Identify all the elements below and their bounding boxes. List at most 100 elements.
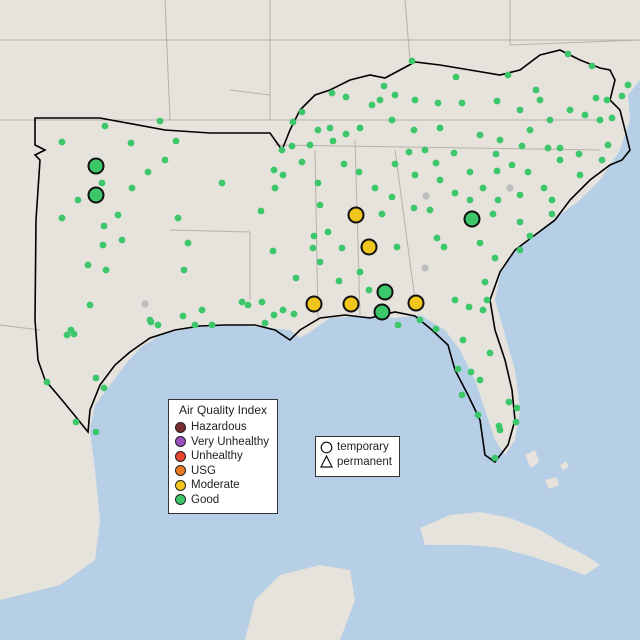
monitor-point [512,418,520,426]
monitor-point [608,114,616,122]
monitor-point [524,168,532,176]
site-marker[interactable] [87,157,105,175]
monitor-point [172,137,180,145]
monitor-point [465,303,473,311]
monitor-point [84,261,92,269]
inactive-monitor-point [421,264,429,272]
legend-item-usg: USG [175,464,271,479]
monitor-point [483,296,491,304]
monitor-point [146,316,154,324]
monitor-point [432,325,440,333]
monitor-point [316,258,324,266]
monitor-point [292,274,300,282]
legend-swatch [175,436,186,448]
monitor-point [450,149,458,157]
monitor-point [592,94,600,102]
monitor-point [161,156,169,164]
monitor-point [486,349,494,357]
triangle-icon [320,455,333,468]
legend-swatch [175,479,186,491]
legend-item-very-unhealthy: Very Unhealthy [175,435,271,450]
legend-label: Very Unhealthy [191,435,269,448]
monitor-point [481,278,489,286]
monitor-point [244,301,252,309]
monitor-point [495,422,503,430]
legend-item-moderate: Moderate [175,478,271,493]
large-monitor-sites[interactable] [87,157,481,321]
bahamas [525,450,569,489]
monitor-point [436,124,444,132]
monitor-point [355,168,363,176]
monitor-point [309,244,317,252]
inactive-monitor-point [141,300,149,308]
monitor-point [261,319,269,327]
monitor-point [338,244,346,252]
monitor-point [544,144,552,152]
monitor-point [92,374,100,382]
site-marker[interactable] [347,206,365,224]
monitor-point [588,62,596,70]
monitor-point [74,196,82,204]
monitor-point [416,316,424,324]
site-marker[interactable] [305,295,323,313]
monitor-point [238,298,246,306]
monitor-point [100,222,108,230]
site-marker[interactable] [463,210,481,228]
site-marker[interactable] [87,186,105,204]
site-marker[interactable] [360,238,378,256]
monitor-point [476,131,484,139]
legend-label: Moderate [191,479,240,492]
monitor-point [458,391,466,399]
monitor-point [269,247,277,255]
monitor-point [127,139,135,147]
monitor-point [279,306,287,314]
monitor-point [496,136,504,144]
monitor-point [310,232,318,240]
site-marker[interactable] [376,283,394,301]
monitor-point [491,254,499,262]
monitor-point [604,141,612,149]
monitor-point [566,106,574,114]
monitor-point [440,243,448,251]
monitor-point [184,239,192,247]
yucatan-peninsula [245,565,355,640]
monitor-point [466,168,474,176]
monitor-point [388,116,396,124]
legend-label: Hazardous [191,421,247,434]
monitor-point [393,243,401,251]
site-marker[interactable] [407,294,425,312]
legend-item-hazardous: Hazardous [175,420,271,435]
monitor-point [316,201,324,209]
legend-label: Good [191,493,220,506]
small-monitor-points [43,50,632,462]
monitor-point [536,96,544,104]
monitor-point [279,171,287,179]
monitor-point [546,116,554,124]
region-boundary [33,49,631,464]
monitor-point [368,101,376,109]
monitor-point [564,50,572,58]
monitor-point [288,142,296,150]
monitor-point [335,277,343,285]
monitor-point [388,193,396,201]
monitor-point [581,111,589,119]
monitor-point [102,266,110,274]
monitor-point [298,158,306,166]
monitor-point [494,196,502,204]
monitor-point [70,330,78,338]
legend-swatch [175,450,186,462]
monitor-point [356,268,364,276]
monitor-point [489,210,497,218]
site-marker[interactable] [373,303,391,321]
monitor-point [98,179,106,187]
monitor-point [624,81,632,89]
monitor-point [329,137,337,145]
monitor-point [454,365,462,373]
legend-label: permanent [337,455,392,468]
site-marker[interactable] [342,295,360,313]
monitor-point [451,296,459,304]
monitor-point [466,196,474,204]
monitor-point [306,141,314,149]
monitor-point [101,122,109,130]
